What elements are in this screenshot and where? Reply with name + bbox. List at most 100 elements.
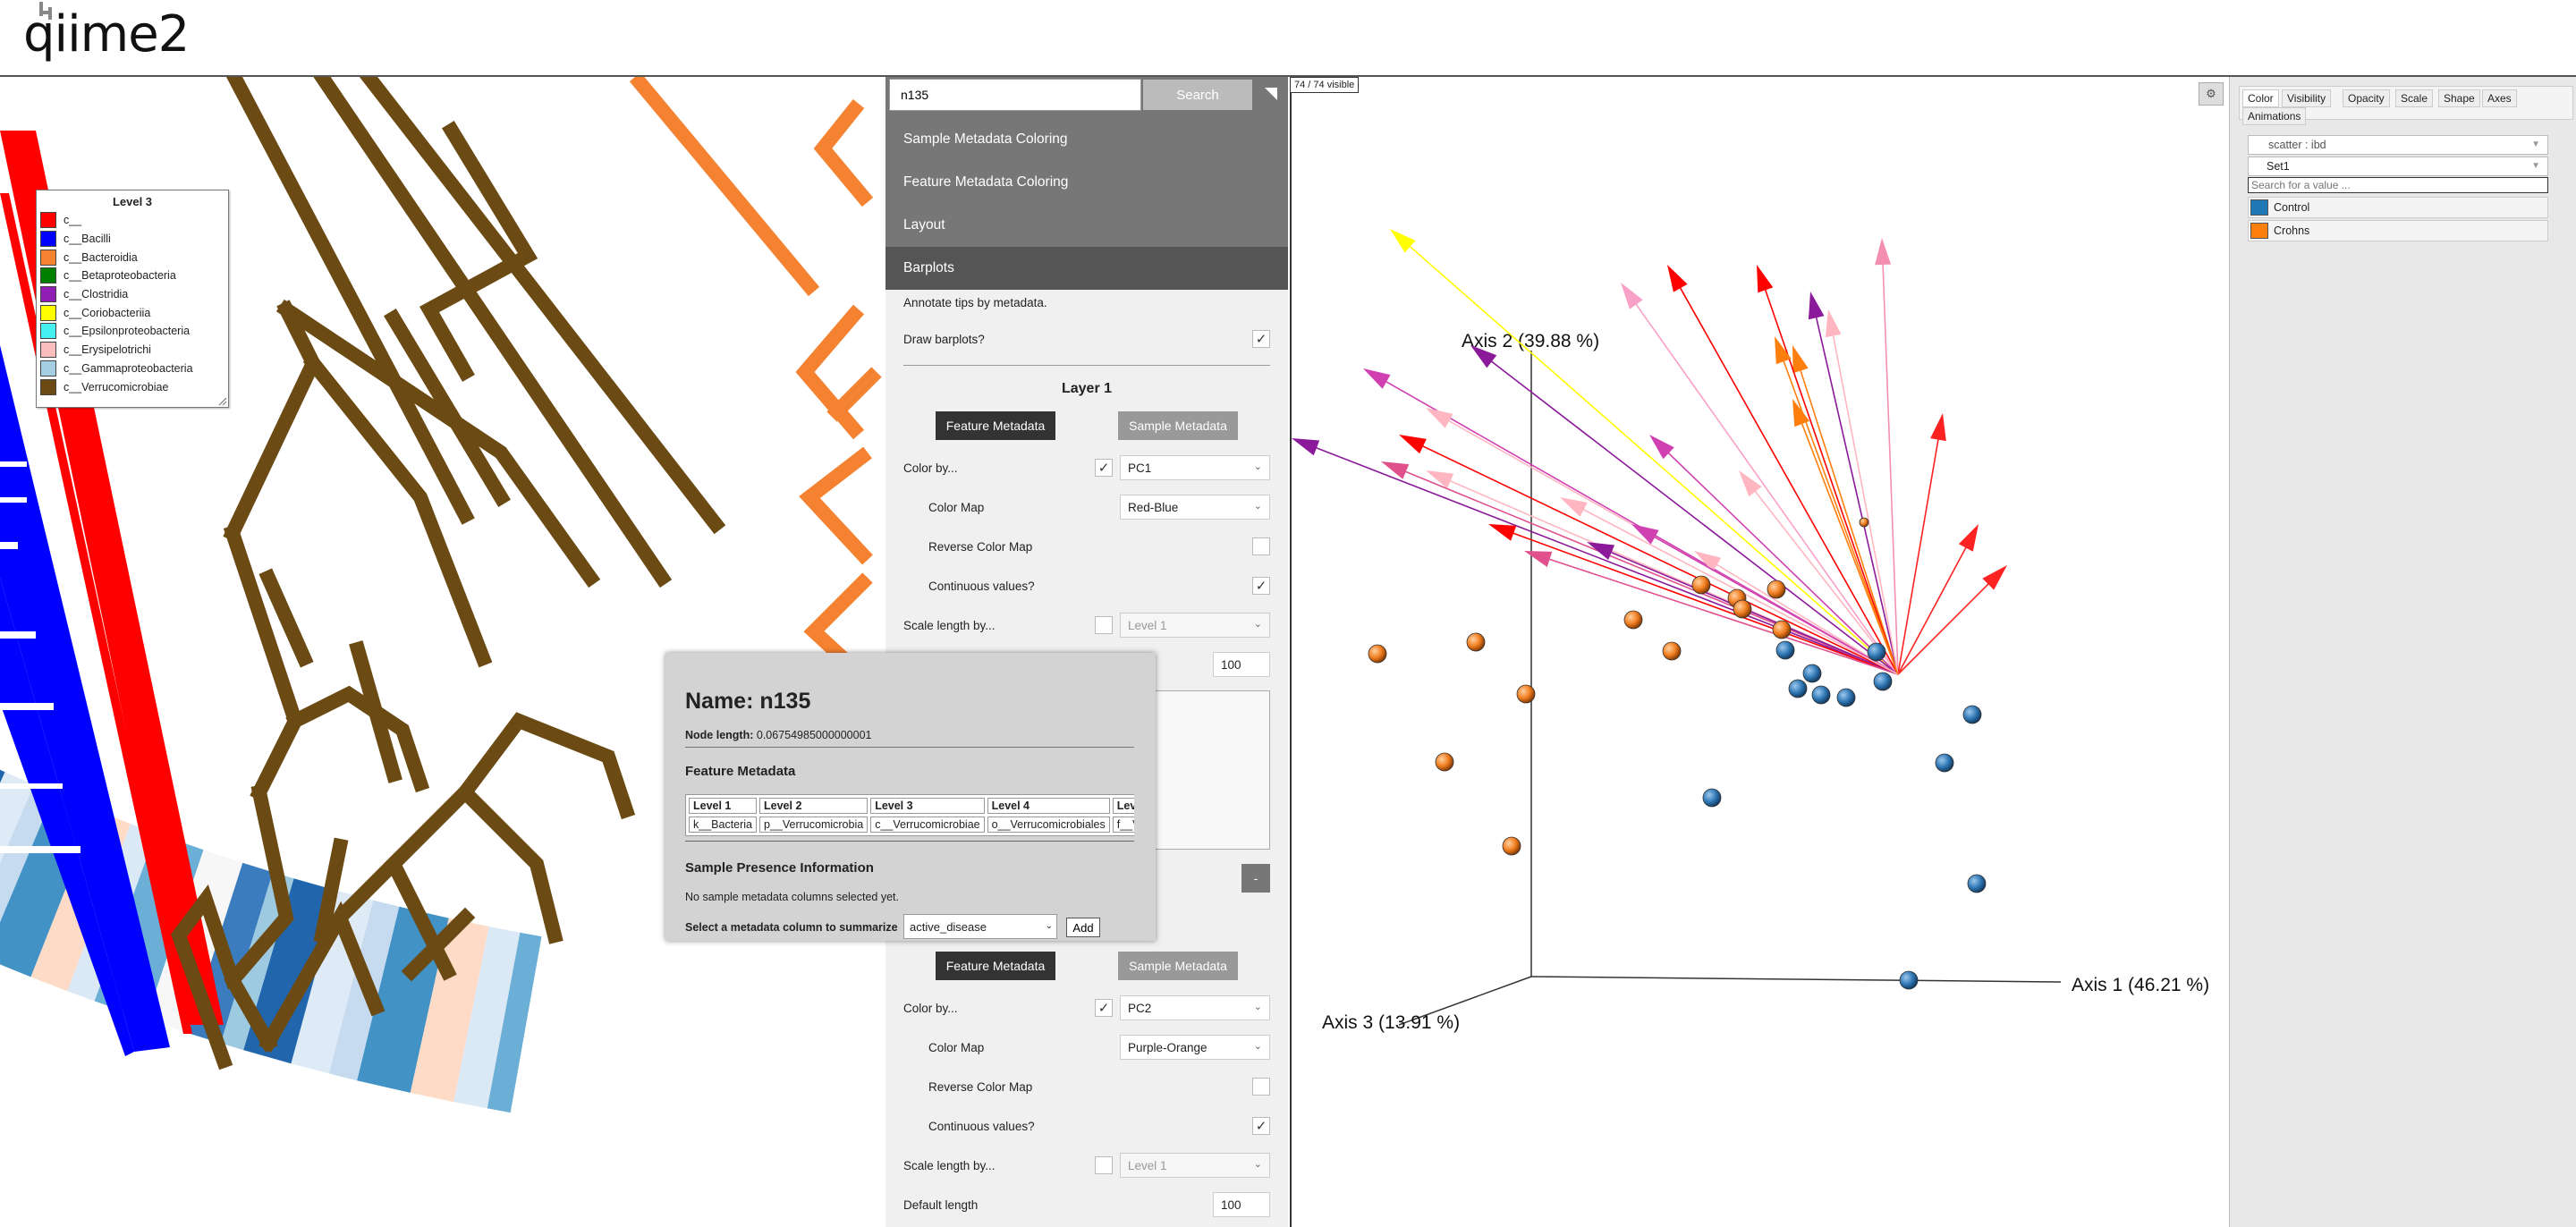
sample-point[interactable] [1368, 644, 1387, 664]
layer2-continuous-checkbox[interactable]: ✓ [1252, 1117, 1270, 1135]
draw-barplots-label: Draw barplots? [903, 332, 985, 346]
legend-label: c__ [64, 214, 82, 227]
tab-color[interactable]: Color [2242, 89, 2279, 107]
sample-point[interactable] [1662, 641, 1682, 661]
legend-label: c__Bacteroidia [64, 250, 138, 264]
sample-points[interactable] [1368, 517, 1987, 990]
layer2-scale-checkbox[interactable] [1095, 1156, 1113, 1174]
metadata-category-select[interactable]: scatter : ibd ▼ [2248, 135, 2548, 155]
layer1-reverse-checkbox[interactable] [1252, 537, 1270, 555]
sample-point[interactable] [1435, 752, 1454, 772]
color-swatch[interactable] [2250, 199, 2268, 216]
collapse-menu-icon[interactable] [1265, 88, 1277, 100]
legend-item: c__ [37, 211, 228, 230]
summarize-column-select[interactable]: active_disease ⌄ [903, 914, 1057, 939]
color-palette-select[interactable]: Set1 ▼ [2248, 157, 2548, 176]
section-feature-metadata-coloring[interactable]: Feature Metadata Coloring [886, 161, 1288, 204]
orange-branches [629, 77, 882, 690]
layer2-default-length-input[interactable]: 100 [1213, 1192, 1270, 1217]
value-search-input[interactable] [2248, 177, 2548, 193]
sample-point[interactable] [1502, 836, 1521, 856]
arrow-line [1308, 444, 1899, 675]
tab-scale[interactable]: Scale [2395, 89, 2434, 107]
sample-point[interactable] [1967, 874, 1987, 893]
add-summary-button[interactable]: Add [1066, 918, 1100, 937]
select-value: Set1 [2267, 160, 2290, 173]
layer1-color-by-select[interactable]: PC1 ⌄ [1120, 455, 1270, 480]
sample-point[interactable] [1802, 664, 1822, 683]
tab-opacity[interactable]: Opacity [2343, 89, 2390, 107]
layer2-default-length-row: Default length 100 [903, 1191, 1270, 1218]
arrow-head [1363, 368, 1391, 389]
visible-count: 74 / 74 visible [1290, 77, 1360, 93]
layer2-sample-metadata-button[interactable]: Sample Metadata [1118, 952, 1238, 980]
sample-point[interactable] [1788, 679, 1808, 698]
color-swatch[interactable] [2250, 223, 2268, 239]
tree-view[interactable]: Level 3 c__ c__Bacilli c__Bacteroidia c__Be… [0, 77, 886, 1227]
summarize-select-label: Select a metadata column to summarize [685, 921, 898, 934]
layer1-color-map-select[interactable]: Red-Blue ⌄ [1120, 495, 1270, 520]
sample-point[interactable] [1702, 788, 1722, 808]
arrow-line [1402, 240, 1899, 675]
sample-point[interactable] [1811, 685, 1831, 705]
layer2-color-by-checkbox[interactable]: ✓ [1095, 999, 1113, 1017]
arrow-head [1426, 470, 1454, 489]
sample-point[interactable] [1516, 684, 1536, 704]
section-barplots[interactable]: Barplots [886, 247, 1288, 290]
node-length: Node length: 0.06754985000000001 [685, 729, 871, 741]
feature-metadata-table-scroll[interactable]: Level 1 Level 2 Level 3 Level 4 Level k_… [685, 794, 1134, 842]
resize-handle-icon[interactable] [216, 395, 227, 406]
tab-axes[interactable]: Axes [2482, 89, 2517, 107]
draw-barplots-checkbox[interactable]: ✓ [1252, 330, 1270, 348]
tab-shape[interactable]: Shape [2438, 89, 2480, 107]
legend-swatch [40, 304, 56, 321]
legend-panel[interactable]: Level 3 c__ c__Bacilli c__Bacteroidia c__Be… [36, 190, 229, 408]
tab-animations[interactable]: Animations [2242, 107, 2307, 125]
sample-point[interactable] [1935, 753, 1954, 773]
layer1-scale-select[interactable]: Level 1 ⌄ [1120, 613, 1270, 638]
layer2-color-map-select[interactable]: Purple-Orange ⌄ [1120, 1035, 1270, 1060]
section-sample-metadata-coloring[interactable]: Sample Metadata Coloring [886, 118, 1288, 161]
node-search-input[interactable] [889, 79, 1141, 111]
sample-point[interactable] [1867, 642, 1886, 662]
sample-point[interactable] [1691, 575, 1711, 595]
tab-visibility[interactable]: Visibility [2282, 89, 2332, 107]
sample-point[interactable] [1772, 620, 1792, 639]
layer2-reverse-checkbox[interactable] [1252, 1078, 1270, 1096]
legend-item: c__Bacteroidia [37, 248, 228, 267]
arrow-head [1292, 438, 1320, 456]
sample-point[interactable] [1733, 599, 1752, 619]
sample-point[interactable] [1836, 688, 1856, 707]
sample-point[interactable] [1899, 970, 1919, 990]
sample-point[interactable] [1623, 610, 1643, 630]
legend-swatch [40, 249, 56, 266]
layer2-scale-select[interactable]: Level 1 ⌄ [1120, 1153, 1270, 1178]
barplot-segment [0, 769, 5, 783]
value-row-control[interactable]: Control [2248, 197, 2548, 218]
gear-icon[interactable]: ⚙ [2199, 82, 2224, 106]
layer1-color-by-checkbox[interactable]: ✓ [1095, 459, 1113, 477]
sample-point[interactable] [1859, 517, 1869, 528]
layer1-sample-metadata-button[interactable]: Sample Metadata [1118, 411, 1238, 440]
sample-point[interactable] [1873, 672, 1893, 691]
layer2-color-by-select[interactable]: PC2 ⌄ [1120, 995, 1270, 1020]
sample-point[interactable] [1466, 632, 1486, 652]
layer2-color-map-row: Color Map Purple-Orange ⌄ [903, 1034, 1270, 1061]
sample-point[interactable] [1775, 640, 1795, 660]
layer1-scale-checkbox[interactable] [1095, 616, 1113, 634]
sample-point[interactable] [1767, 580, 1786, 599]
sample-point[interactable] [1962, 705, 1982, 724]
section-layout[interactable]: Layout [886, 204, 1288, 247]
layer1-continuous-checkbox[interactable]: ✓ [1252, 577, 1270, 595]
layer2-feature-metadata-button[interactable]: Feature Metadata [936, 952, 1055, 980]
remove-layer-button[interactable]: - [1241, 864, 1270, 893]
layer1-feature-metadata-button[interactable]: Feature Metadata [936, 411, 1055, 440]
pcoa-plot[interactable]: Axis 2 (39.88 %) Axis 1 (46.21 %) Axis 3… [1292, 77, 2231, 1227]
arrow-line [1647, 532, 1899, 675]
layer1-default-length-input[interactable]: 100 [1213, 652, 1270, 677]
node-info-popup[interactable]: Name: n135 Node length: 0.06754985000000… [665, 653, 1156, 941]
value-row-crohns[interactable]: Crohns [2248, 220, 2548, 241]
layer1-color-map-row: Color Map Red-Blue ⌄ [903, 494, 1270, 520]
search-button[interactable]: Search [1143, 80, 1252, 110]
layer2-color-by-row: Color by... ✓ PC2 ⌄ [903, 994, 1270, 1021]
